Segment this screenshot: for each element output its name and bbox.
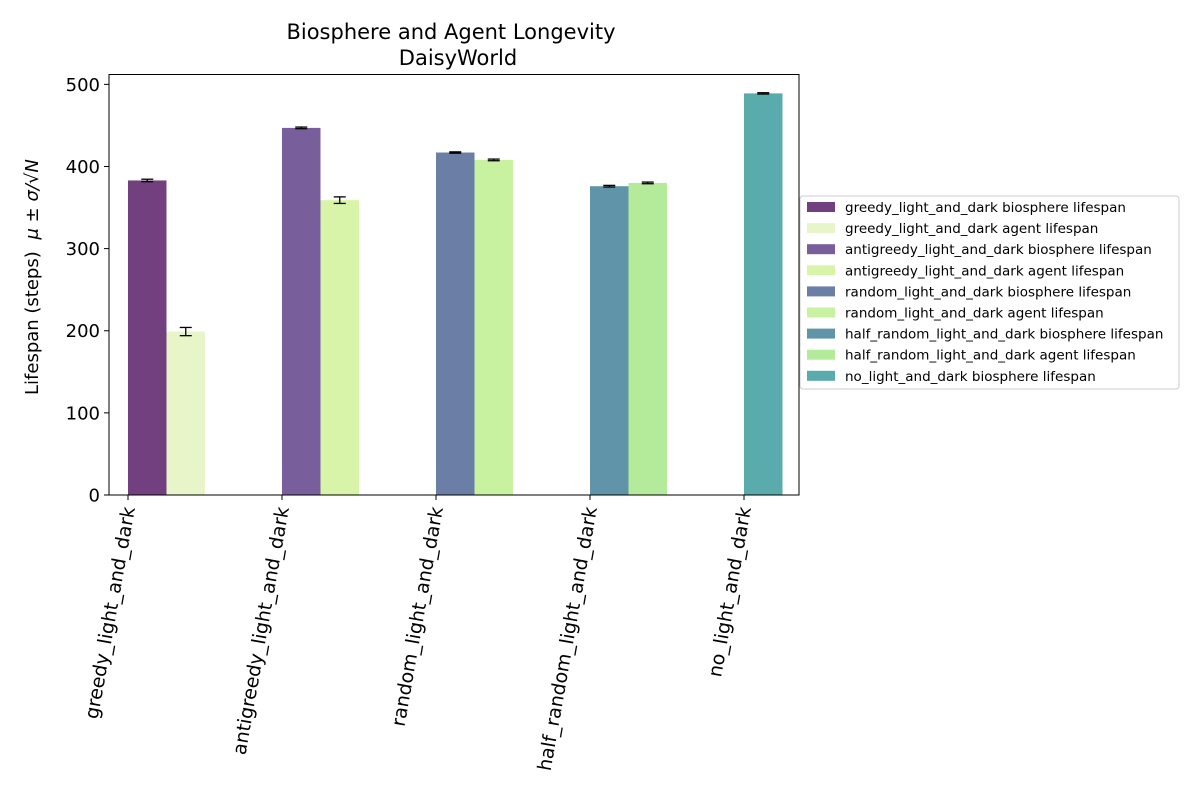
y-tick-label: 400 xyxy=(66,157,100,178)
legend-frame xyxy=(799,195,1180,390)
x-tick-label: random_light_and_dark xyxy=(388,505,448,728)
legend-item-3: antigreedy_light_and_dark biosphere life… xyxy=(807,242,1152,258)
bar-7 xyxy=(590,186,629,495)
legend-label: no_light_and_dark biosphere lifespan xyxy=(845,369,1096,385)
legend-label: antigreedy_light_and_dark agent lifespan xyxy=(845,263,1124,279)
bar-4 xyxy=(320,200,359,495)
legend-item-2: greedy_light_and_dark agent lifespan xyxy=(807,221,1098,237)
legend: greedy_light_and_dark biosphere lifespan… xyxy=(799,195,1180,390)
error-bar-5 xyxy=(449,151,462,154)
plot-frame xyxy=(108,74,800,496)
legend-item-5: random_light_and_dark biosphere lifespan xyxy=(807,284,1131,300)
legend-item-4: antigreedy_light_and_dark agent lifespan xyxy=(807,263,1124,279)
legend-swatch xyxy=(807,370,835,381)
legend-item-1: greedy_light_and_dark biosphere lifespan xyxy=(807,200,1126,216)
bar-1 xyxy=(128,180,167,495)
error-bar-9 xyxy=(757,92,770,95)
legend-label: antigreedy_light_and_dark biosphere life… xyxy=(845,242,1152,258)
errorbars-layer xyxy=(141,92,770,337)
error-bar-6 xyxy=(487,158,500,162)
y-tick-label: 300 xyxy=(66,239,100,260)
x-tick-label: half_random_light_and_dark xyxy=(534,505,602,772)
bar-6 xyxy=(474,159,513,495)
y-tick-label: 200 xyxy=(66,321,100,342)
x-tick-label: antigreedy_light_and_dark xyxy=(229,505,294,756)
legend-item-9: no_light_and_dark biosphere lifespan xyxy=(807,369,1096,385)
error-bar-4 xyxy=(333,196,346,205)
error-bar-1 xyxy=(141,178,154,183)
y-tick-label: 500 xyxy=(66,75,100,96)
chart-title: Biosphere and Agent Longevity xyxy=(286,20,615,44)
bar-8 xyxy=(628,182,667,495)
error-bar-3 xyxy=(295,126,308,130)
legend-swatch xyxy=(807,307,835,318)
legend-swatch xyxy=(807,286,835,297)
legend-items: greedy_light_and_dark biosphere lifespan… xyxy=(807,200,1163,385)
x-tick-label: no_light_and_dark xyxy=(704,505,756,679)
error-bar-8 xyxy=(641,181,654,185)
bar-9 xyxy=(744,93,783,495)
legend-label: half_random_light_and_dark biosphere lif… xyxy=(845,327,1163,343)
y-tick-label: 0 xyxy=(89,486,100,507)
legend-swatch xyxy=(807,223,835,234)
legend-label: half_random_light_and_dark agent lifespa… xyxy=(845,348,1136,364)
chart-subtitle: DaisyWorld xyxy=(399,46,517,70)
legend-swatch xyxy=(807,202,835,212)
y-axis-label: Lifespan (steps) μ ± σ/√N xyxy=(22,159,43,395)
y-axis-label-formula: μ ± σ/√N xyxy=(22,159,43,240)
legend-swatch xyxy=(807,328,835,339)
legend-item-8: half_random_light_and_dark agent lifespa… xyxy=(807,348,1136,364)
x-axis: greedy_light_and_dark antigreedy_light_an… xyxy=(81,495,756,773)
legend-label: greedy_light_and_dark agent lifespan xyxy=(845,221,1098,237)
legend-swatch xyxy=(807,244,835,255)
legend-label: random_light_and_dark biosphere lifespan xyxy=(845,284,1131,300)
legend-label: greedy_light_and_dark biosphere lifespan xyxy=(845,200,1126,216)
legend-item-6: random_light_and_dark agent lifespan xyxy=(807,306,1104,322)
legend-swatch xyxy=(807,265,835,276)
y-axis-label-text: Lifespan (steps) xyxy=(22,251,43,395)
error-bar-7 xyxy=(603,184,616,188)
bar-3 xyxy=(282,127,321,495)
x-tick-label: greedy_light_and_dark xyxy=(81,505,140,721)
bars-layer xyxy=(128,93,783,495)
legend-label: random_light_and_dark agent lifespan xyxy=(845,306,1104,322)
bar-5 xyxy=(436,152,475,495)
error-bar-2 xyxy=(179,326,192,337)
y-axis: 0 100 200 300 400 500 xyxy=(66,75,109,507)
bar-2 xyxy=(166,331,205,495)
legend-swatch xyxy=(807,349,835,360)
y-tick-label: 100 xyxy=(66,403,100,424)
legend-item-7: half_random_light_and_dark biosphere lif… xyxy=(807,327,1163,343)
